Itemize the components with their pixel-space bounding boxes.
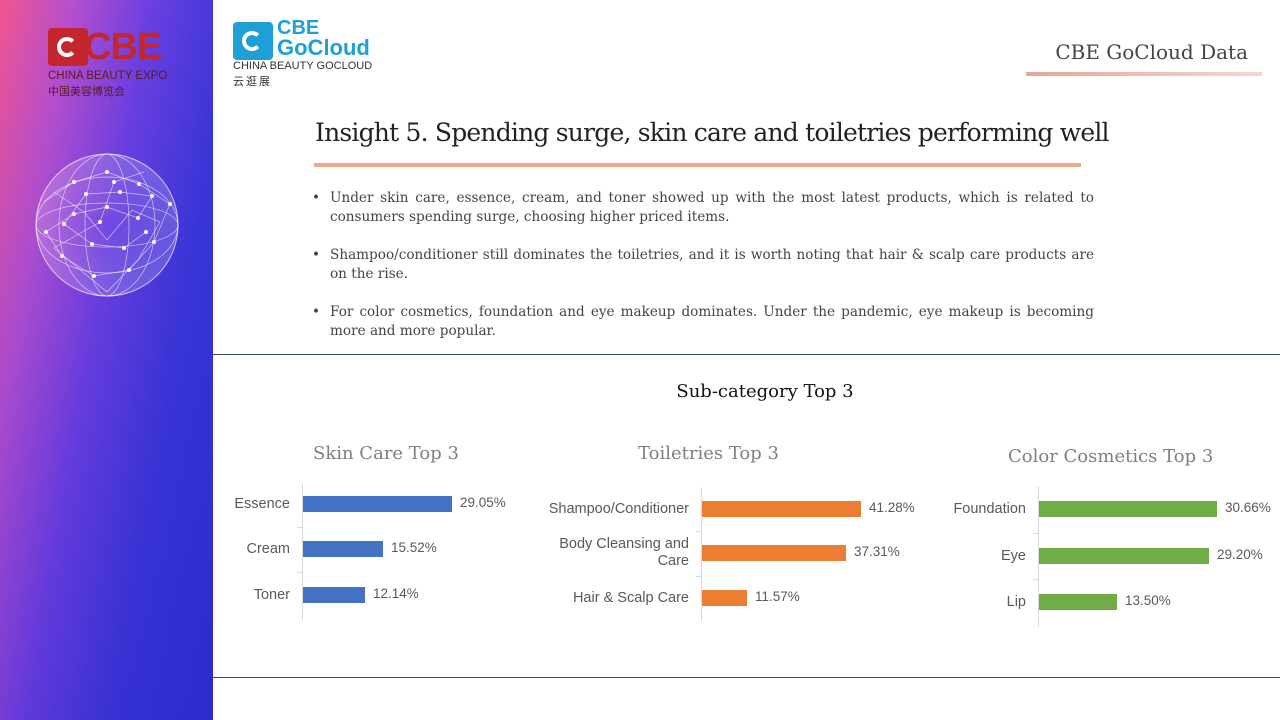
chart-bar bbox=[1039, 594, 1117, 610]
gocloud-logo-line2: GoCloud bbox=[277, 35, 370, 60]
brand-label: CBE GoCloud Data bbox=[1055, 40, 1248, 64]
section-divider-bottom bbox=[213, 677, 1280, 678]
data-label: 37.31% bbox=[854, 544, 900, 559]
cbe-logo-subtitle: CHINA BEAUTY EXPO bbox=[48, 70, 168, 82]
category-label: Body Cleansing and Care bbox=[559, 536, 689, 569]
section-divider-tick bbox=[181, 354, 182, 380]
chart-bar bbox=[702, 545, 846, 561]
gocloud-logo-chinese: 云逛展 bbox=[233, 75, 272, 88]
sidebar: CBE CHINA BEAUTY EXPO 中国美容博览会 bbox=[0, 0, 213, 720]
chart-bar bbox=[1039, 548, 1209, 564]
chart-bar bbox=[303, 587, 365, 603]
gocloud-logo-subtitle: CHINA BEAUTY GOCLOUD bbox=[233, 60, 373, 72]
title-underline bbox=[314, 163, 1081, 167]
category-label: Foundation bbox=[953, 500, 1026, 517]
category-label: Cream bbox=[246, 540, 290, 557]
axis-tick bbox=[696, 576, 701, 577]
chart-axis bbox=[701, 487, 702, 621]
gocloud-logo-icon bbox=[233, 22, 273, 60]
chart-bar bbox=[702, 501, 861, 517]
axis-tick bbox=[297, 527, 302, 528]
section-divider-top bbox=[213, 354, 1280, 355]
section-title: Sub-category Top 3 bbox=[676, 381, 854, 402]
axis-tick bbox=[696, 531, 701, 532]
data-label: 11.57% bbox=[755, 589, 800, 604]
gocloud-logo: CBE GoCloud CHINA BEAUTY GOCLOUD 云逛展 bbox=[233, 17, 393, 88]
network-globe-icon bbox=[35, 153, 179, 297]
category-label: Toner bbox=[253, 586, 290, 603]
category-label: Lip bbox=[1006, 593, 1026, 610]
category-label: Shampoo/Conditioner bbox=[548, 500, 689, 517]
category-label: Essence bbox=[234, 495, 290, 512]
chart-axis bbox=[302, 484, 303, 620]
axis-tick bbox=[1033, 533, 1038, 534]
chart-bar bbox=[1039, 501, 1217, 517]
chart-bar bbox=[303, 496, 452, 512]
data-label: 13.50% bbox=[1125, 593, 1171, 608]
chart-title-skin-care: Skin Care Top 3 bbox=[313, 443, 459, 464]
cbe-logo-chinese: 中国美容博览会 bbox=[48, 85, 125, 98]
cbe-logo-text: CBE bbox=[84, 26, 162, 68]
category-label: Eye bbox=[1001, 547, 1026, 564]
axis-tick bbox=[297, 572, 302, 573]
cbe-logo: CBE CHINA BEAUTY EXPO 中国美容博览会 bbox=[48, 26, 176, 98]
cbe-logo-icon bbox=[48, 28, 88, 66]
data-label: 41.28% bbox=[869, 500, 915, 515]
bullet-item: Shampoo/conditioner still dominates the … bbox=[312, 246, 1094, 284]
data-label: 12.14% bbox=[373, 586, 419, 601]
chart-bar bbox=[702, 590, 747, 606]
data-label: 29.05% bbox=[460, 495, 506, 510]
data-label: 30.66% bbox=[1225, 500, 1271, 515]
brand-underline bbox=[1026, 72, 1262, 76]
data-label: 29.20% bbox=[1217, 547, 1263, 562]
category-label: Hair & Scalp Care bbox=[572, 589, 689, 606]
bullet-item: For color cosmetics, foundation and eye … bbox=[312, 303, 1094, 341]
chart-title-toiletries: Toiletries Top 3 bbox=[638, 443, 779, 464]
chart-bar bbox=[303, 541, 383, 557]
page-title: Insight 5. Spending surge, skin care and… bbox=[315, 118, 1110, 147]
sidebar-shade bbox=[0, 0, 213, 720]
chart-axis bbox=[1038, 486, 1039, 627]
gocloud-logo-line1: CBE bbox=[277, 17, 320, 39]
axis-tick bbox=[1033, 579, 1038, 580]
insight-bullets: Under skin care, essence, cream, and ton… bbox=[312, 189, 1094, 360]
bullet-item: Under skin care, essence, cream, and ton… bbox=[312, 189, 1094, 227]
data-label: 15.52% bbox=[391, 540, 437, 555]
chart-title-color-cosmetics: Color Cosmetics Top 3 bbox=[1008, 446, 1214, 467]
